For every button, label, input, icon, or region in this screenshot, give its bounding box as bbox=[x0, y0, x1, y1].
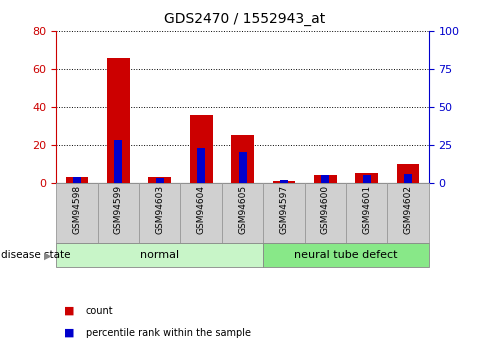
Bar bbox=[363, 175, 370, 183]
Bar bbox=[305, 183, 346, 243]
Bar bbox=[73, 177, 81, 183]
Text: GSM94603: GSM94603 bbox=[155, 185, 164, 234]
Text: GDS2470 / 1552943_at: GDS2470 / 1552943_at bbox=[164, 12, 326, 26]
Bar bbox=[388, 183, 429, 243]
Bar bbox=[263, 243, 429, 267]
Bar bbox=[139, 183, 180, 243]
Text: ▶: ▶ bbox=[44, 250, 51, 260]
Bar bbox=[231, 136, 254, 183]
Text: GSM94597: GSM94597 bbox=[279, 185, 289, 234]
Bar bbox=[280, 180, 288, 183]
Bar bbox=[222, 183, 263, 243]
Bar bbox=[239, 152, 246, 183]
Bar bbox=[148, 177, 171, 183]
Text: disease state: disease state bbox=[1, 250, 71, 260]
Bar bbox=[190, 115, 213, 183]
Text: GSM94600: GSM94600 bbox=[321, 185, 330, 234]
Text: GSM94605: GSM94605 bbox=[238, 185, 247, 234]
Bar bbox=[56, 243, 263, 267]
Text: GSM94599: GSM94599 bbox=[114, 185, 123, 234]
Text: GSM94601: GSM94601 bbox=[362, 185, 371, 234]
Bar bbox=[314, 175, 337, 183]
Bar bbox=[263, 183, 305, 243]
Text: ■: ■ bbox=[64, 328, 74, 338]
Text: normal: normal bbox=[140, 250, 179, 260]
Bar bbox=[355, 173, 378, 183]
Bar bbox=[107, 58, 130, 183]
Bar bbox=[115, 140, 122, 183]
Text: count: count bbox=[86, 306, 113, 315]
Text: GSM94602: GSM94602 bbox=[404, 185, 413, 234]
Text: GSM94604: GSM94604 bbox=[196, 185, 206, 234]
Text: neural tube defect: neural tube defect bbox=[294, 250, 398, 260]
Bar bbox=[98, 183, 139, 243]
Text: GSM94598: GSM94598 bbox=[73, 185, 81, 234]
Bar bbox=[346, 183, 388, 243]
Bar bbox=[66, 177, 88, 183]
Text: percentile rank within the sample: percentile rank within the sample bbox=[86, 328, 251, 338]
Bar bbox=[180, 183, 222, 243]
Bar bbox=[397, 164, 419, 183]
Bar bbox=[197, 148, 205, 183]
Bar bbox=[404, 174, 412, 183]
Text: ■: ■ bbox=[64, 306, 74, 315]
Bar bbox=[272, 181, 295, 183]
Bar bbox=[156, 178, 164, 183]
Bar bbox=[321, 175, 329, 183]
Bar bbox=[56, 183, 98, 243]
